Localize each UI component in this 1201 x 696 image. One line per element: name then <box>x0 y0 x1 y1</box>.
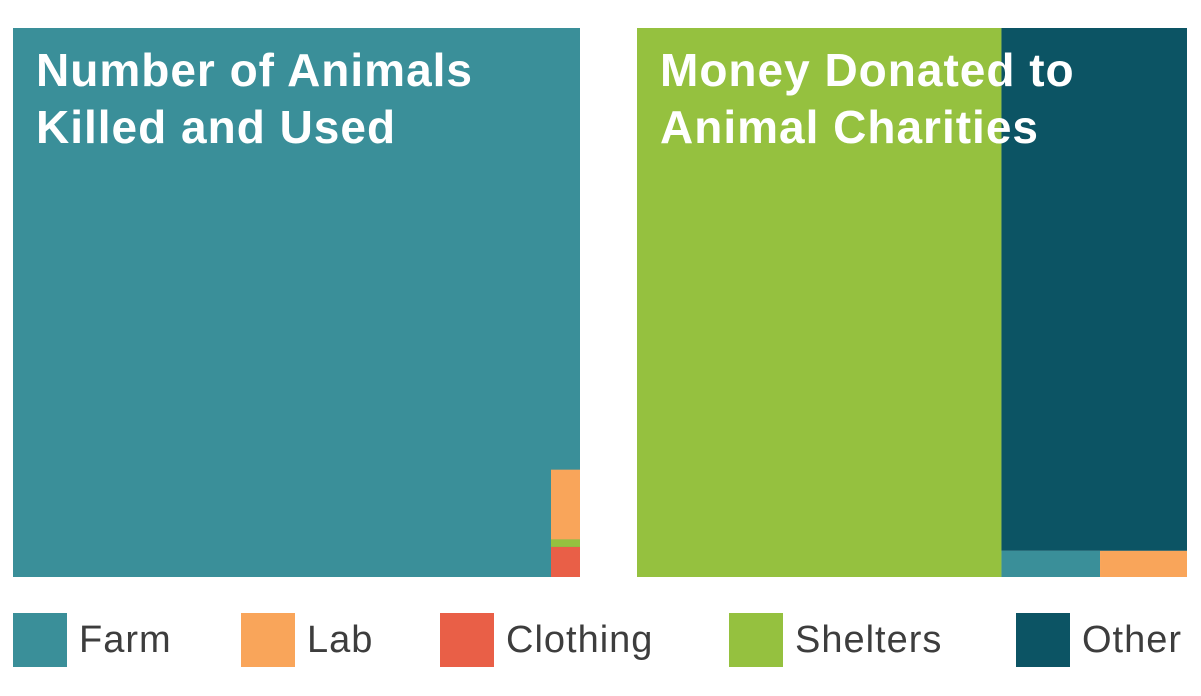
legend-item-farm: Farm <box>13 612 172 668</box>
treemap-animals-killed <box>13 28 580 577</box>
legend-label-lab: Lab <box>307 618 374 661</box>
treemap-cell-clothing <box>551 546 580 577</box>
chart-animals-killed: Number of Animals Killed and Used <box>13 28 580 577</box>
legend-label-farm: Farm <box>79 618 172 661</box>
legend-swatch-clothing <box>440 613 494 667</box>
legend-item-other: Other <box>1016 612 1182 668</box>
treemap-cell-shelters <box>551 539 580 547</box>
legend-label-clothing: Clothing <box>506 618 654 661</box>
treemap-cell-lab <box>551 469 580 540</box>
treemap-cell-farm <box>13 28 580 577</box>
treemap-cell-lab <box>1100 550 1187 577</box>
legend-item-lab: Lab <box>241 612 373 668</box>
legend-label-shelters: Shelters <box>795 618 943 661</box>
legend-label-other: Other <box>1082 618 1183 661</box>
legend-swatch-lab <box>241 613 295 667</box>
treemap-cell-other <box>1001 28 1187 551</box>
legend-swatch-shelters <box>729 613 783 667</box>
legend-swatch-other <box>1016 613 1070 667</box>
legend: Farm Lab Clothing Shelters Other <box>13 612 1201 668</box>
legend-swatch-farm <box>13 613 67 667</box>
legend-item-clothing: Clothing <box>440 612 653 668</box>
legend-item-shelters: Shelters <box>729 612 942 668</box>
treemap-money-donated <box>637 28 1187 577</box>
treemap-cell-farm <box>1001 550 1101 577</box>
chart-money-donated: Money Donated to Animal Charities <box>637 28 1187 577</box>
treemap-cell-shelters <box>637 28 1002 577</box>
